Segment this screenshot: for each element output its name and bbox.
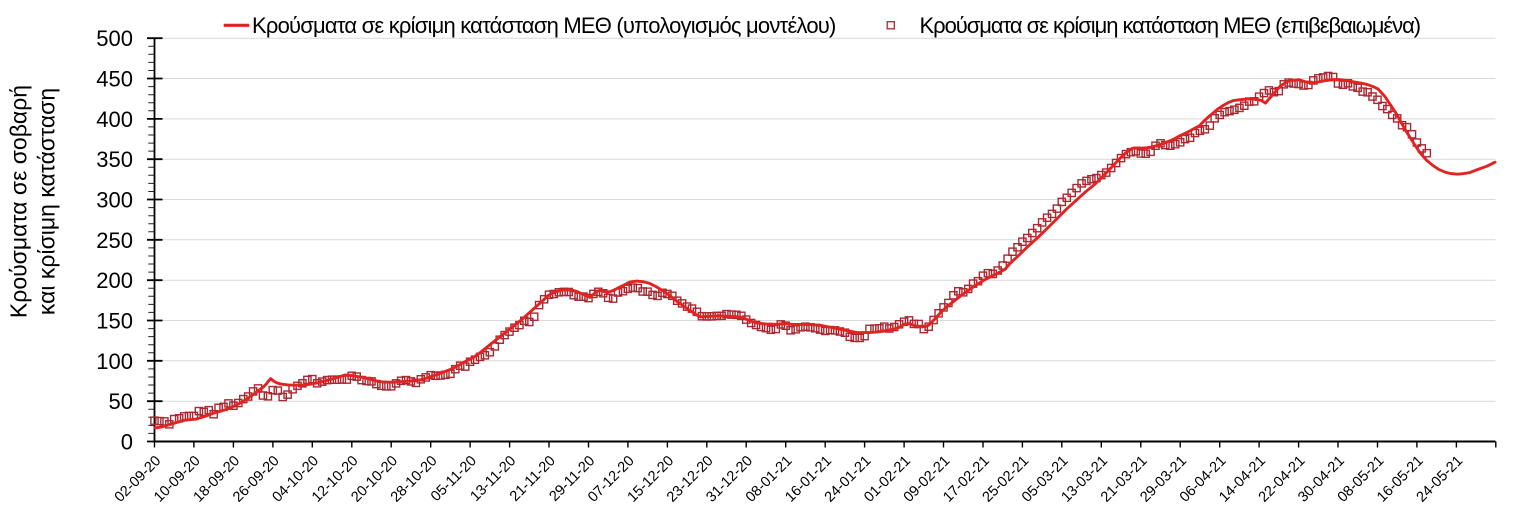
svg-text:Κρούσματα σε κρίσιμη κατάσταση: Κρούσματα σε κρίσιμη κατάσταση ΜΕΘ (υπολ… bbox=[252, 13, 836, 38]
svg-text:Κρούσματα σε κρίσιμη κατάσταση: Κρούσματα σε κρίσιμη κατάσταση ΜΕΘ (επιβ… bbox=[920, 13, 1421, 38]
svg-text:450: 450 bbox=[96, 67, 133, 92]
svg-text:50: 50 bbox=[109, 389, 133, 414]
svg-text:0: 0 bbox=[121, 430, 133, 455]
svg-text:100: 100 bbox=[96, 349, 133, 374]
svg-text:Κρούσματα σε σοβαρή: Κρούσματα σε σοβαρή bbox=[6, 85, 32, 318]
svg-text:250: 250 bbox=[96, 228, 133, 253]
svg-text:500: 500 bbox=[96, 26, 133, 51]
svg-text:150: 150 bbox=[96, 309, 133, 334]
svg-text:350: 350 bbox=[96, 147, 133, 172]
svg-text:και κρίσιμη κατάσταση: και κρίσιμη κατάσταση bbox=[34, 88, 60, 315]
svg-text:300: 300 bbox=[96, 188, 133, 213]
svg-text:400: 400 bbox=[96, 107, 133, 132]
svg-text:200: 200 bbox=[96, 268, 133, 293]
